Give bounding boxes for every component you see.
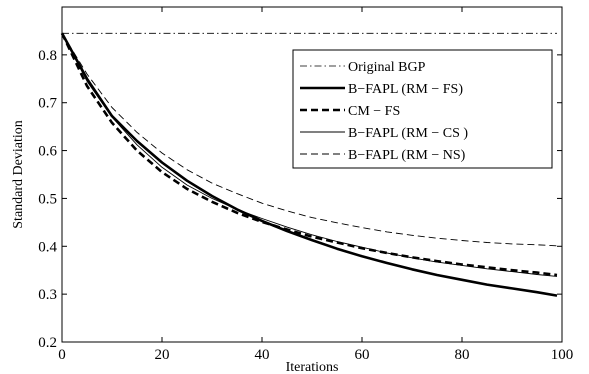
y-tick-label: 0.8 [38, 48, 57, 64]
y-ticks: 0.2 0.3 0.4 0.5 0.6 0.7 0.8 [38, 48, 562, 351]
legend-label-b-fapl-rm-fs: B−FAPL (RM − FS) [348, 82, 463, 97]
x-ticks: 0 20 40 60 80 100 [58, 7, 573, 363]
legend: Original BGP B−FAPL (RM − FS) CM − FS B−FAP… [292, 49, 553, 169]
series-line-b-fapl-rm-fs [60, 32, 558, 297]
series-line-b-fapl-rm-cs [61, 33, 558, 277]
y-tick-label: 0.7 [38, 96, 57, 112]
x-tick-label: 0 [58, 347, 66, 363]
x-tick-label: 20 [155, 347, 170, 363]
axes-layer [61, 6, 563, 343]
y-tick-label: 0.2 [38, 335, 57, 351]
series-line-b-fapl-rm-ns [61, 33, 558, 247]
x-axis-label: Iterations [286, 360, 339, 374]
y-tick-label: 0.6 [38, 144, 57, 160]
y-tick-label: 0.3 [38, 287, 57, 303]
legend-label-original-bgp: Original BGP [348, 60, 426, 75]
x-tick-label: 40 [255, 347, 270, 363]
x-tick-label: 60 [355, 347, 370, 363]
legend-label-b-fapl-rm-ns: B−FAPL (RM − NS) [348, 148, 466, 163]
y-axis-label: Standard Deviation [11, 120, 26, 228]
plot-frame [61, 6, 563, 343]
series-layer [60, 32, 558, 297]
legend-label-b-fapl-rm-cs: B−FAPL (RM − CS ) [348, 126, 468, 141]
x-tick-label: 100 [551, 347, 574, 363]
y-tick-label: 0.5 [38, 191, 57, 207]
series-line-cm-fs [60, 32, 558, 277]
x-tick-label: 80 [455, 347, 470, 363]
legend-label-cm-fs: CM − FS [348, 104, 400, 119]
y-tick-label: 0.4 [38, 239, 57, 255]
